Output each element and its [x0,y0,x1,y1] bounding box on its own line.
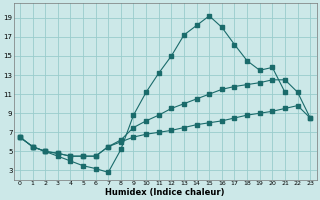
X-axis label: Humidex (Indice chaleur): Humidex (Indice chaleur) [105,188,225,197]
